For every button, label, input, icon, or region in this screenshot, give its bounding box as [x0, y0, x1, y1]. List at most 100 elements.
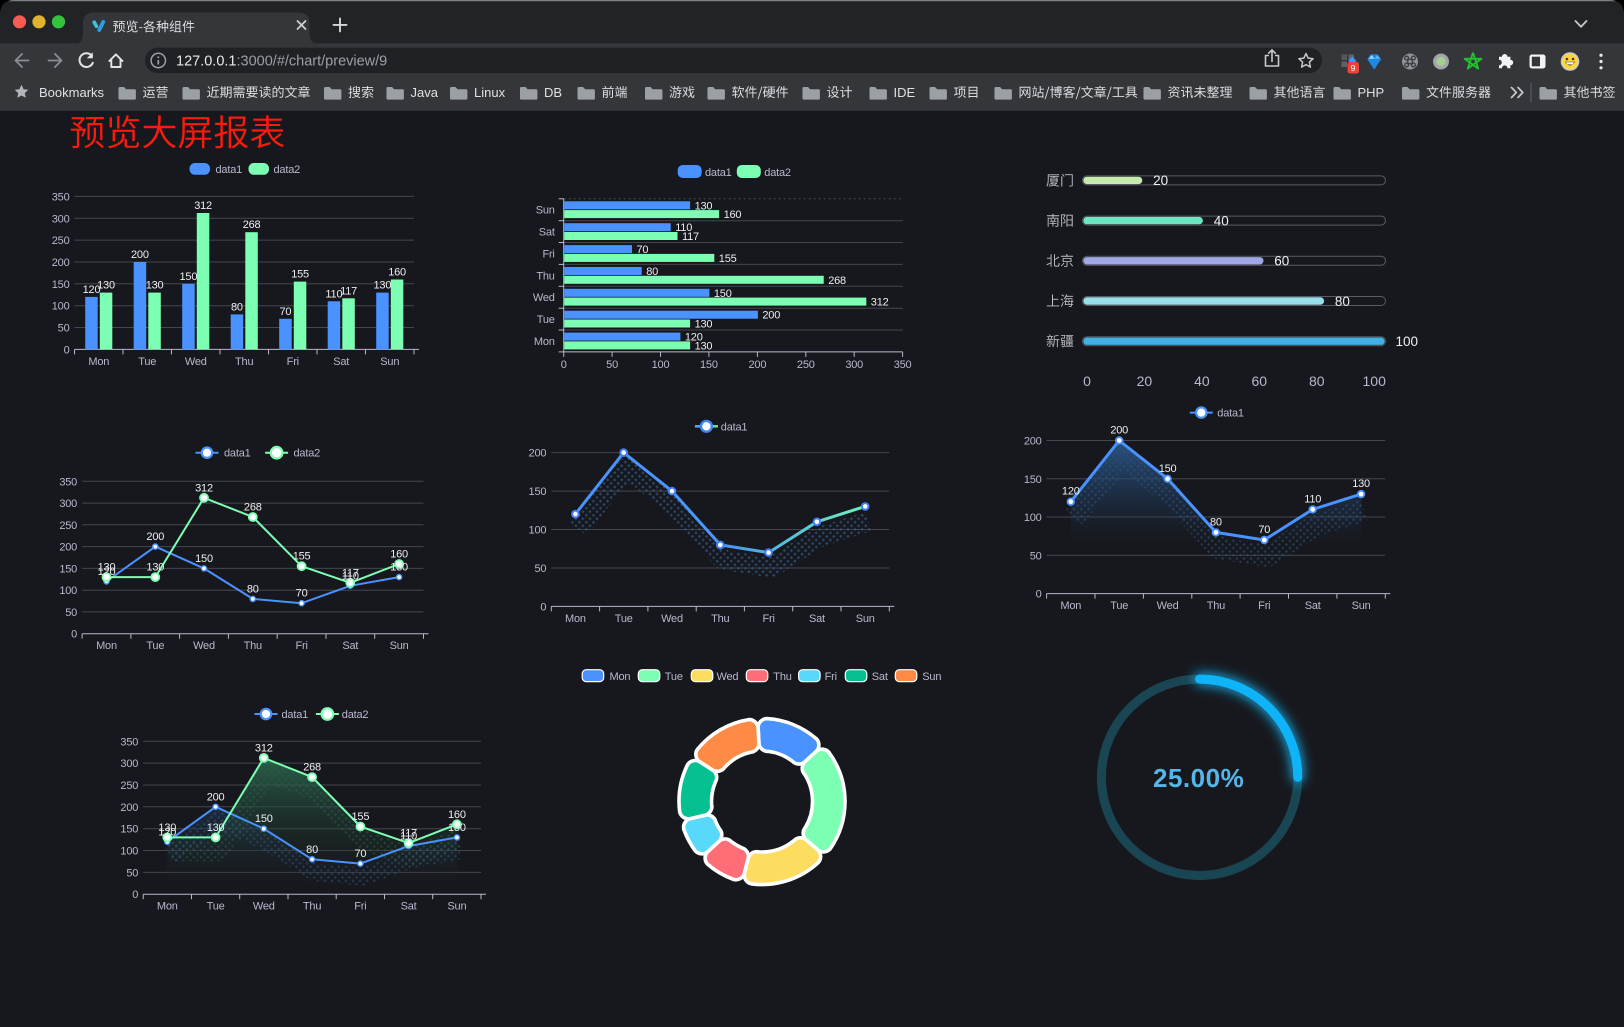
svg-text:200: 200: [59, 542, 77, 554]
svg-text:130: 130: [695, 340, 713, 352]
svg-text:200: 200: [529, 448, 547, 460]
svg-text:data2: data2: [274, 164, 301, 176]
svg-text:117: 117: [342, 567, 359, 579]
svg-text:200: 200: [762, 310, 780, 322]
svg-text:Sat: Sat: [539, 227, 555, 239]
svg-text:Mon: Mon: [88, 356, 109, 368]
svg-text:150: 150: [529, 486, 547, 498]
svg-text:0: 0: [540, 601, 546, 613]
svg-text:Sat: Sat: [872, 671, 888, 683]
svg-text:100: 100: [1363, 373, 1387, 389]
svg-text:Sat: Sat: [333, 356, 349, 368]
svg-text:70: 70: [1258, 524, 1270, 536]
svg-text:250: 250: [59, 520, 77, 532]
svg-text:data1: data1: [282, 709, 309, 721]
svg-text:70: 70: [296, 588, 308, 600]
svg-text:DB: DB: [544, 85, 562, 100]
svg-text:50: 50: [1030, 550, 1042, 562]
svg-text:130: 130: [1352, 478, 1370, 490]
svg-text:Tue: Tue: [207, 901, 225, 913]
svg-text:PHP: PHP: [1358, 85, 1385, 100]
svg-text:130: 130: [695, 319, 713, 331]
svg-text:Linux: Linux: [474, 85, 506, 100]
svg-text:Thu: Thu: [244, 640, 262, 652]
svg-text:20: 20: [1137, 373, 1153, 389]
svg-text:200: 200: [1110, 425, 1128, 437]
svg-text:150: 150: [52, 279, 70, 291]
svg-text:80: 80: [231, 301, 243, 313]
svg-text:Sun: Sun: [536, 205, 555, 217]
svg-text:Wed: Wed: [533, 292, 555, 304]
svg-text:300: 300: [59, 498, 77, 510]
svg-text:160: 160: [448, 809, 466, 821]
svg-text:80: 80: [1210, 516, 1222, 528]
svg-text:Sun: Sun: [390, 640, 409, 652]
svg-text:130: 130: [158, 822, 176, 834]
svg-text:150: 150: [195, 553, 213, 565]
svg-text:110: 110: [400, 831, 417, 843]
svg-text:268: 268: [243, 219, 261, 231]
svg-text:Tue: Tue: [138, 356, 156, 368]
svg-text:data1: data1: [705, 167, 732, 179]
svg-text:25.00%: 25.00%: [1153, 763, 1244, 793]
svg-text:Fri: Fri: [287, 356, 299, 368]
svg-text:Sun: Sun: [380, 356, 399, 368]
svg-text:Fri: Fri: [295, 640, 307, 652]
svg-text:117: 117: [682, 231, 699, 243]
svg-text:120: 120: [685, 332, 703, 344]
svg-text:350: 350: [52, 191, 70, 203]
svg-text:110: 110: [1304, 493, 1321, 505]
svg-text:127.0.0.1: 127.0.0.1: [176, 54, 236, 70]
svg-text:150: 150: [714, 288, 732, 300]
svg-text:117: 117: [400, 828, 417, 840]
svg-text:130: 130: [448, 822, 466, 834]
svg-text:Mon: Mon: [1060, 600, 1081, 612]
svg-text:70: 70: [354, 848, 366, 860]
svg-text:0: 0: [132, 889, 138, 901]
svg-text:268: 268: [828, 275, 846, 287]
svg-text:130: 130: [98, 562, 116, 574]
svg-text:300: 300: [120, 758, 138, 770]
svg-text:50: 50: [65, 607, 77, 619]
svg-text:100: 100: [52, 301, 70, 313]
svg-text:130: 130: [146, 562, 164, 574]
svg-text:60: 60: [1274, 254, 1289, 269]
svg-text::3000/#/chart/preview/9: :3000/#/chart/preview/9: [237, 54, 388, 70]
svg-text:250: 250: [797, 359, 815, 371]
svg-text:117: 117: [340, 285, 357, 297]
svg-text:data2: data2: [294, 448, 321, 460]
svg-text:Wed: Wed: [1157, 600, 1179, 612]
svg-text:Mon: Mon: [610, 671, 631, 683]
svg-text:100: 100: [1024, 512, 1042, 524]
svg-text:9: 9: [1351, 63, 1356, 73]
svg-text:Tue: Tue: [615, 613, 633, 625]
svg-text:120: 120: [1062, 486, 1080, 498]
svg-text:200: 200: [52, 257, 70, 269]
svg-text:data1: data1: [216, 164, 243, 176]
svg-text:Tue: Tue: [537, 314, 555, 326]
svg-text:Wed: Wed: [185, 356, 207, 368]
svg-text:130: 130: [146, 280, 164, 292]
svg-text:Fri: Fri: [825, 671, 837, 683]
svg-text:Thu: Thu: [711, 613, 729, 625]
svg-text:Thu: Thu: [536, 270, 554, 282]
svg-text:268: 268: [303, 762, 321, 774]
svg-text:312: 312: [194, 200, 212, 212]
svg-text:100: 100: [1396, 334, 1419, 349]
svg-text:350: 350: [120, 736, 138, 748]
svg-text:155: 155: [291, 269, 309, 281]
svg-text:100: 100: [529, 525, 547, 537]
svg-text:312: 312: [255, 742, 273, 754]
svg-text:130: 130: [374, 280, 392, 292]
svg-text:200: 200: [120, 802, 138, 814]
svg-text:Sat: Sat: [401, 901, 417, 913]
svg-text:268: 268: [244, 502, 262, 514]
svg-text:155: 155: [719, 253, 737, 265]
svg-text:150: 150: [59, 563, 77, 575]
svg-text:70: 70: [637, 244, 649, 256]
svg-text:130: 130: [207, 822, 225, 834]
svg-text:160: 160: [388, 267, 406, 279]
svg-text:250: 250: [120, 780, 138, 792]
svg-text:60: 60: [1252, 373, 1268, 389]
svg-text:150: 150: [255, 813, 273, 825]
